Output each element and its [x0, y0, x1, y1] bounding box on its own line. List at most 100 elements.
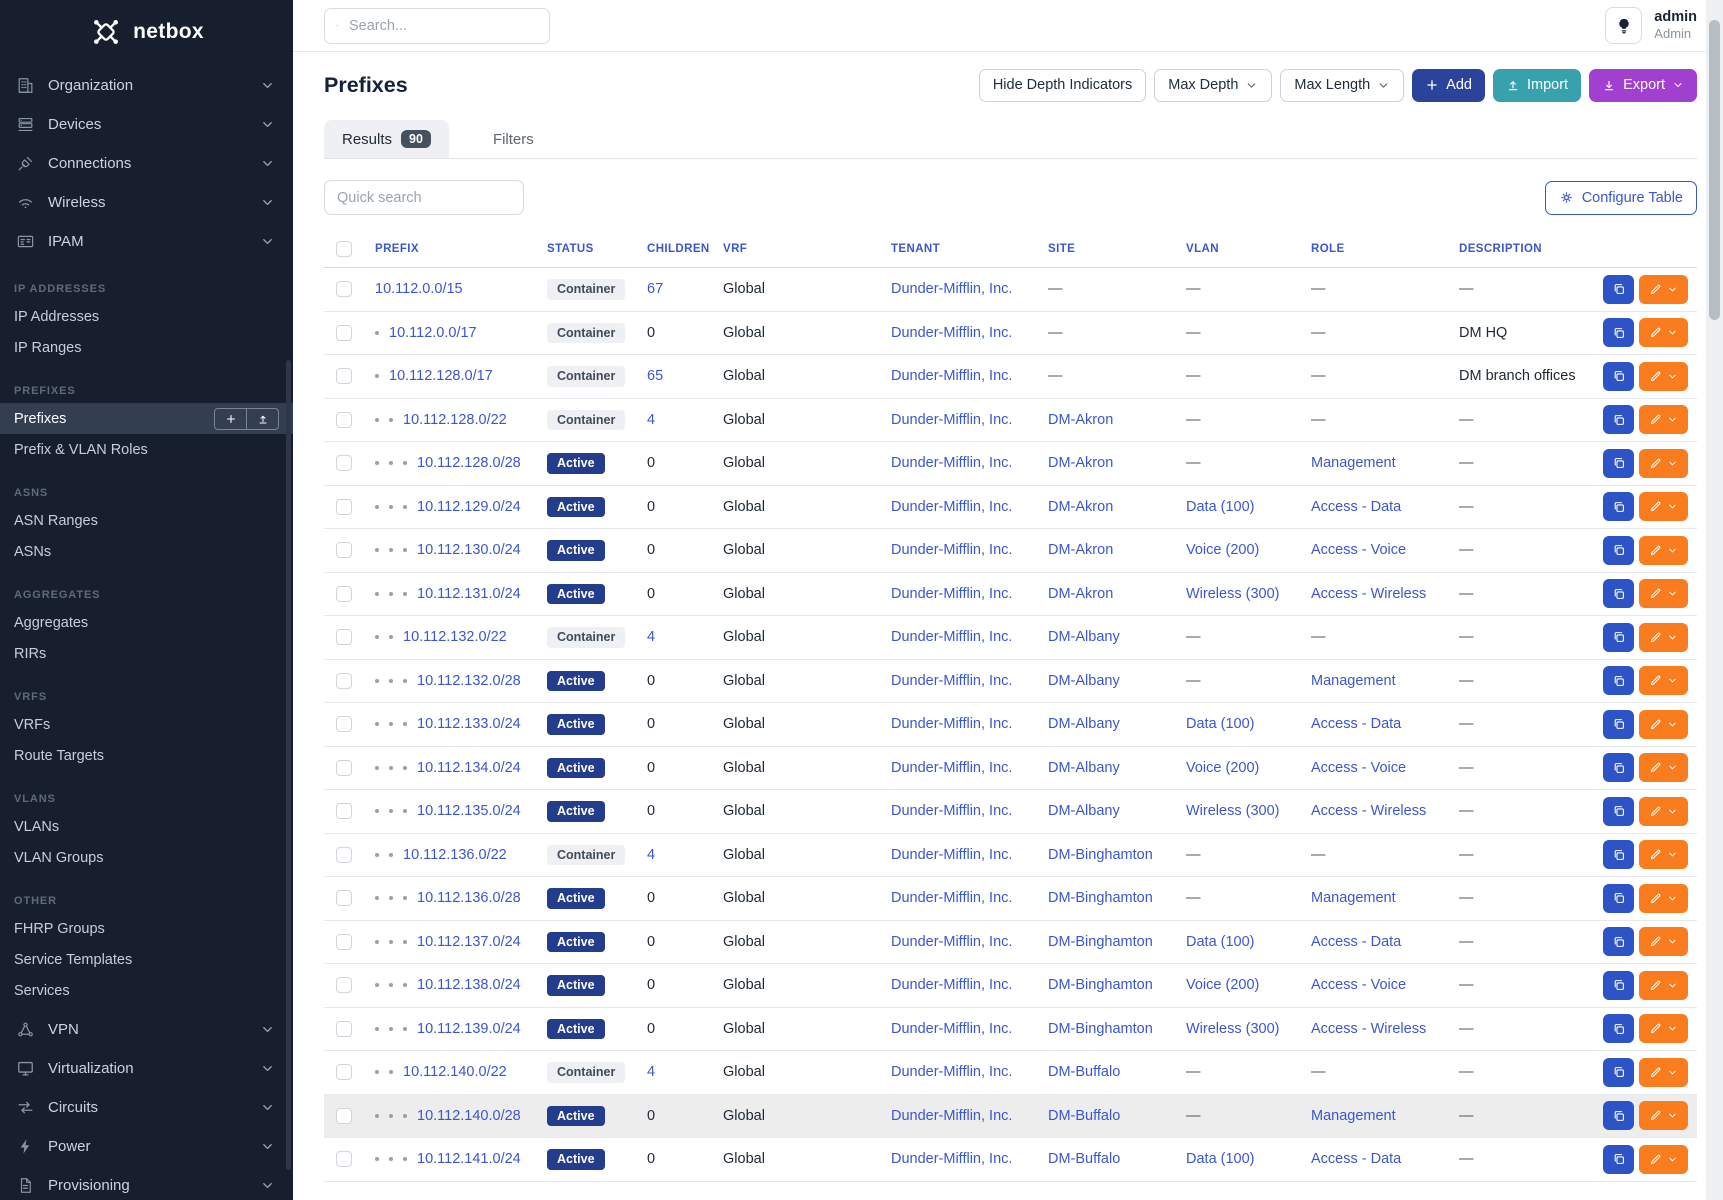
sidebar-group-provisioning[interactable]: Provisioning	[0, 1166, 293, 1200]
prefix-link[interactable]: 10.112.133.0/24	[417, 716, 521, 733]
prefix-link[interactable]: 10.112.128.0/22	[403, 411, 507, 428]
row-checkbox[interactable]	[336, 324, 352, 341]
sidebar-item-service-templates[interactable]: Service Templates	[0, 944, 293, 975]
role-link[interactable]: Access - Wireless	[1311, 1020, 1427, 1037]
select-all-checkbox[interactable]	[336, 241, 352, 257]
site-link[interactable]: DM-Binghamton	[1048, 846, 1153, 863]
column-header-status[interactable]: STATUS	[547, 243, 594, 255]
copy-button[interactable]	[1603, 535, 1634, 565]
prefix-link[interactable]: 10.112.128.0/17	[389, 368, 493, 385]
sidebar-item-asn-ranges[interactable]: ASN Ranges	[0, 505, 293, 536]
prefix-link[interactable]: 10.112.129.0/24	[417, 498, 521, 515]
vlan-link[interactable]: Voice (200)	[1186, 977, 1260, 994]
copy-button[interactable]	[1603, 709, 1634, 739]
row-checkbox[interactable]	[336, 933, 352, 950]
copy-button[interactable]	[1603, 405, 1634, 435]
copy-button[interactable]	[1603, 1144, 1634, 1174]
role-link[interactable]: Management	[1311, 455, 1396, 472]
sidebar-group-virtualization[interactable]: Virtualization	[0, 1049, 293, 1088]
children-link[interactable]: 4	[647, 411, 656, 428]
row-checkbox[interactable]	[336, 759, 352, 776]
scrollbar-thumb[interactable]	[1709, 20, 1720, 320]
row-checkbox[interactable]	[336, 672, 352, 689]
children-link[interactable]: 4	[647, 1064, 656, 1081]
tenant-link[interactable]: Dunder-Mifflin, Inc.	[891, 629, 1013, 646]
prefix-link[interactable]: 10.112.140.0/22	[403, 1064, 507, 1081]
copy-button[interactable]	[1603, 448, 1634, 478]
sidebar-group-organization[interactable]: Organization	[0, 66, 293, 105]
copy-button[interactable]	[1603, 274, 1634, 304]
prefix-link[interactable]: 10.112.141.0/24	[417, 1151, 521, 1168]
vlan-link[interactable]: Wireless (300)	[1186, 803, 1280, 820]
children-link[interactable]: 65	[647, 368, 664, 385]
prefix-link[interactable]: 10.112.131.0/24	[417, 585, 521, 602]
column-header-tenant[interactable]: TENANT	[891, 243, 941, 255]
site-link[interactable]: DM-Albany	[1048, 803, 1120, 820]
sidebar-item-fhrp-groups[interactable]: FHRP Groups	[0, 913, 293, 944]
role-link[interactable]: Access - Voice	[1311, 542, 1407, 559]
column-header-vlan[interactable]: VLAN	[1186, 243, 1219, 255]
site-link[interactable]: DM-Akron	[1048, 411, 1114, 428]
site-link[interactable]: DM-Akron	[1048, 498, 1114, 515]
row-checkbox[interactable]	[336, 629, 352, 646]
row-checkbox[interactable]	[336, 542, 352, 559]
role-link[interactable]: Access - Data	[1311, 933, 1402, 950]
site-link[interactable]: DM-Binghamton	[1048, 1020, 1153, 1037]
prefix-link[interactable]: 10.112.140.0/28	[417, 1107, 521, 1124]
edit-dropdown-button[interactable]	[1639, 666, 1688, 696]
sidebar-item-vlans[interactable]: VLANs	[0, 811, 293, 842]
column-header-vrf[interactable]: VRF	[723, 243, 748, 255]
column-header-site[interactable]: SITE	[1048, 243, 1076, 255]
edit-dropdown-button[interactable]	[1639, 318, 1688, 348]
sidebar-item-route-targets[interactable]: Route Targets	[0, 740, 293, 771]
children-link[interactable]: 67	[647, 281, 664, 298]
site-link[interactable]: DM-Binghamton	[1048, 933, 1153, 950]
edit-dropdown-button[interactable]	[1639, 840, 1688, 870]
edit-dropdown-button[interactable]	[1639, 1144, 1688, 1174]
prefix-link[interactable]: 10.112.137.0/24	[417, 933, 521, 950]
edit-dropdown-button[interactable]	[1639, 709, 1688, 739]
sidebar-item-ip-addresses[interactable]: IP Addresses	[0, 301, 293, 332]
copy-button[interactable]	[1603, 927, 1634, 957]
copy-button[interactable]	[1603, 970, 1634, 1000]
tenant-link[interactable]: Dunder-Mifflin, Inc.	[891, 933, 1013, 950]
copy-button[interactable]	[1603, 796, 1634, 826]
column-header-role[interactable]: ROLE	[1311, 243, 1345, 255]
site-link[interactable]: DM-Albany	[1048, 759, 1120, 776]
sidebar-item-asns[interactable]: ASNs	[0, 536, 293, 567]
copy-button[interactable]	[1603, 1014, 1634, 1044]
sidebar-group-circuits[interactable]: Circuits	[0, 1088, 293, 1127]
sidebar-group-power[interactable]: Power	[0, 1127, 293, 1166]
role-link[interactable]: Management	[1311, 1107, 1396, 1124]
import-prefixes-button[interactable]	[246, 407, 279, 430]
prefix-link[interactable]: 10.112.130.0/24	[417, 542, 521, 559]
edit-dropdown-button[interactable]	[1639, 405, 1688, 435]
sidebar-group-vpn[interactable]: VPN	[0, 1010, 293, 1049]
prefix-link[interactable]: 10.112.132.0/22	[403, 629, 507, 646]
sidebar-item-services[interactable]: Services	[0, 975, 293, 1006]
site-link[interactable]: DM-Buffalo	[1048, 1151, 1121, 1168]
row-checkbox[interactable]	[336, 890, 352, 907]
site-link[interactable]: DM-Binghamton	[1048, 977, 1153, 994]
column-header-children[interactable]: CHILDREN	[647, 243, 710, 255]
row-checkbox[interactable]	[336, 498, 352, 515]
role-link[interactable]: Access - Wireless	[1311, 803, 1427, 820]
sidebar-item-aggregates[interactable]: Aggregates	[0, 607, 293, 638]
vlan-link[interactable]: Data (100)	[1186, 933, 1255, 950]
site-link[interactable]: DM-Akron	[1048, 542, 1114, 559]
page-scrollbar[interactable]	[1706, 0, 1723, 1200]
role-link[interactable]: Access - Data	[1311, 498, 1402, 515]
copy-button[interactable]	[1603, 753, 1634, 783]
site-link[interactable]: DM-Akron	[1048, 455, 1114, 472]
import-button[interactable]: Import	[1492, 68, 1582, 102]
row-checkbox[interactable]	[336, 281, 352, 298]
add-prefix-button[interactable]	[214, 407, 247, 430]
quick-search-input[interactable]	[324, 180, 524, 215]
role-link[interactable]: Access - Voice	[1311, 977, 1407, 994]
edit-dropdown-button[interactable]	[1639, 579, 1688, 609]
tenant-link[interactable]: Dunder-Mifflin, Inc.	[891, 716, 1013, 733]
vlan-link[interactable]: Wireless (300)	[1186, 1020, 1280, 1037]
tenant-link[interactable]: Dunder-Mifflin, Inc.	[891, 1020, 1013, 1037]
tenant-link[interactable]: Dunder-Mifflin, Inc.	[891, 498, 1013, 515]
vlan-link[interactable]: Voice (200)	[1186, 542, 1260, 559]
